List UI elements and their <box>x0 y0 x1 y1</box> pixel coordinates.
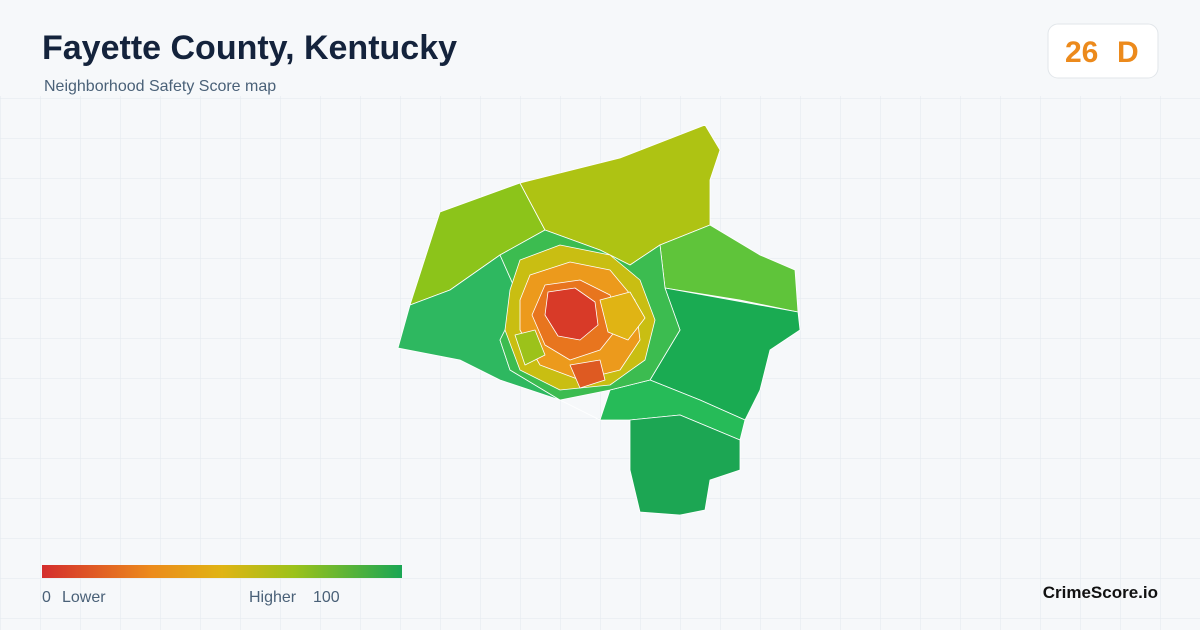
region <box>629 414 741 516</box>
region <box>514 329 546 366</box>
brand: CrimeScore.io <box>1043 583 1158 602</box>
grade: D <box>1117 36 1139 69</box>
region <box>544 287 599 341</box>
legend-max: 100 <box>313 589 340 606</box>
legend-bar <box>42 565 402 578</box>
region <box>569 359 606 389</box>
county-map <box>397 124 801 516</box>
title: Fayette County, Kentucky <box>42 29 457 67</box>
legend-min-label: Lower <box>62 589 106 606</box>
legend-min: 0 <box>42 589 51 606</box>
score-badge <box>1047 23 1159 79</box>
region <box>599 291 646 341</box>
legend-max-label: Higher <box>249 589 297 606</box>
score: 26 <box>1065 36 1098 69</box>
subtitle: Neighborhood Safety Score map <box>44 78 276 95</box>
